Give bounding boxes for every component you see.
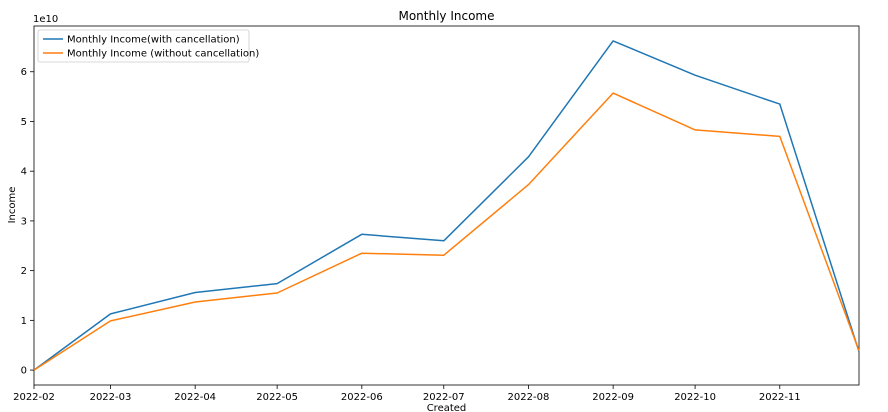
chart-title: Monthly Income — [398, 9, 494, 23]
x-tick-label: 2022-04 — [174, 392, 216, 403]
legend-entry: Monthly Income(with cancellation) — [67, 35, 240, 46]
y-tick-label: 4 — [21, 167, 27, 178]
x-tick-label: 2022-10 — [674, 392, 716, 403]
series-line-2 — [33, 92, 860, 371]
plot-frame — [33, 25, 860, 386]
y-tick-label: 0 — [21, 366, 27, 377]
series-lines — [33, 40, 860, 371]
x-axis-label: Created — [427, 403, 467, 412]
y-tick-label: 3 — [21, 216, 27, 227]
x-tick-label: 2022-09 — [592, 392, 634, 403]
x-tick-label: 2022-11 — [759, 392, 801, 403]
y-axis-offset-label: 1e10 — [33, 14, 58, 25]
x-tick-label: 2022-02 — [13, 392, 55, 403]
series-line-1 — [33, 40, 860, 371]
legend: Monthly Income(with cancellation) Monthly… — [37, 29, 259, 63]
y-tick-label: 1 — [21, 316, 27, 327]
axes: 0 1 2 3 4 5 6 2022-02 2022-03 2022-04 2022-05 2022-… — [13, 25, 860, 403]
legend-box — [37, 29, 250, 63]
y-tick-label: 2 — [21, 266, 27, 277]
x-tick-label: 2022-06 — [341, 392, 383, 403]
x-tick-label: 2022-08 — [508, 392, 550, 403]
y-tick-label: 5 — [21, 117, 27, 128]
x-tick-label: 2022-03 — [90, 392, 132, 403]
y-axis-label: Income — [7, 187, 18, 224]
legend-entry: Monthly Income (without cancellation) — [67, 49, 259, 60]
x-tick-label: 2022-07 — [423, 392, 465, 403]
y-tick-label: 6 — [21, 67, 27, 78]
x-tick-label: 2022-05 — [256, 392, 298, 403]
